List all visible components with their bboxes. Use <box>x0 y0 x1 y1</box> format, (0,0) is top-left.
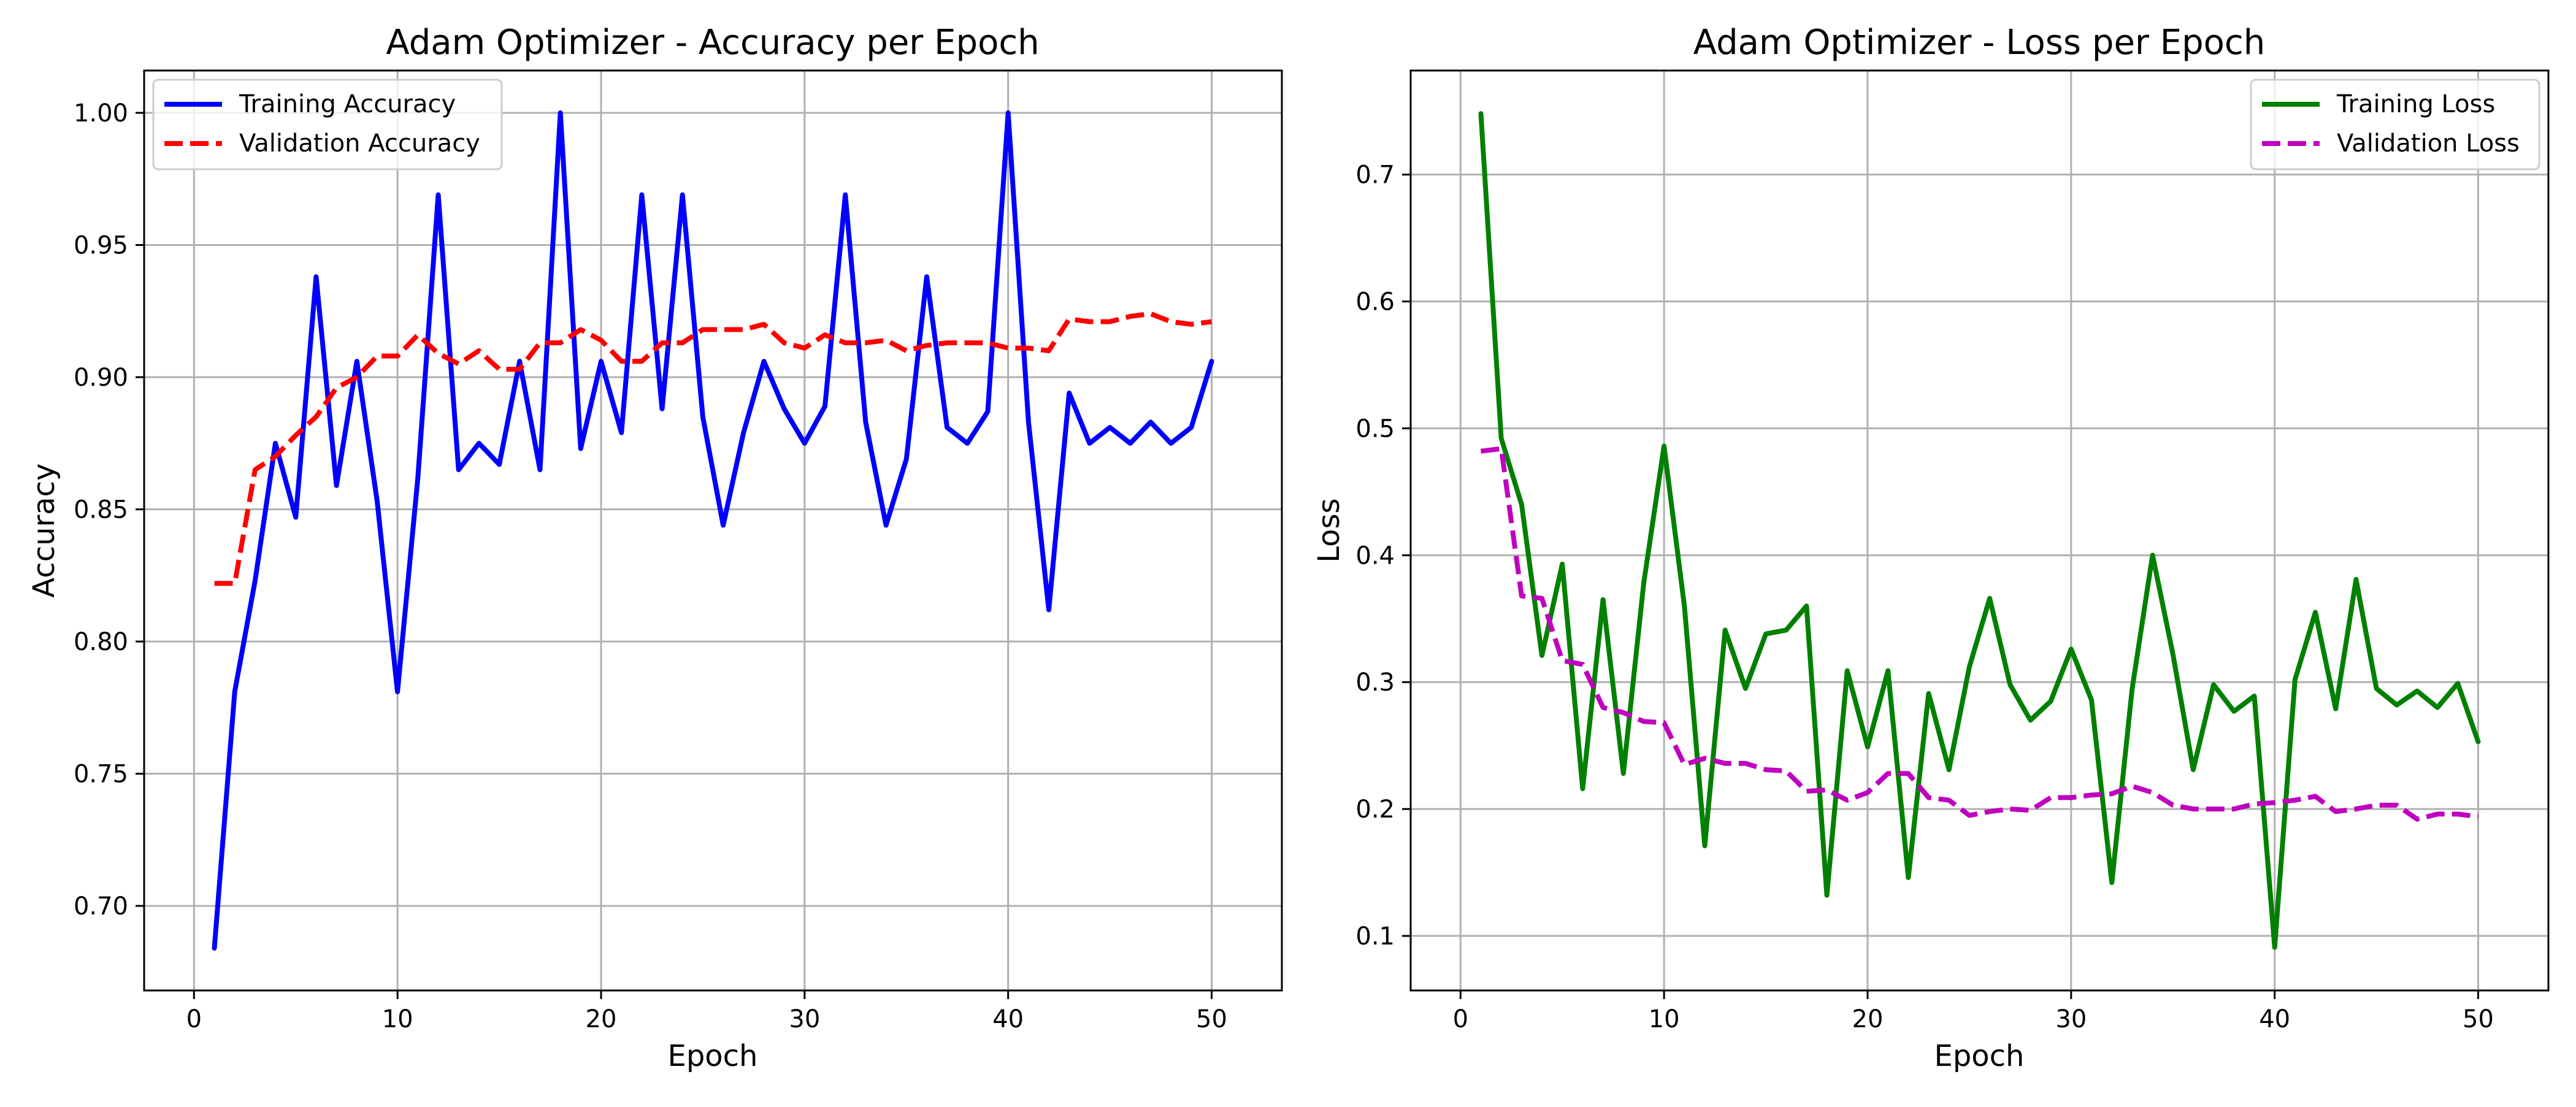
accuracy-y-tick-label: 1.00 <box>74 99 128 128</box>
accuracy-legend-label-training: Training Accuracy <box>239 90 456 118</box>
accuracy-x-tick-label: 30 <box>789 1005 820 1033</box>
accuracy-legend-box <box>152 79 503 170</box>
loss-y-tick-label: 0.1 <box>1355 922 1395 951</box>
loss-legend-box <box>2250 79 2540 170</box>
accuracy-y-tick-label: 0.80 <box>74 628 128 656</box>
loss-x-tick-label: 40 <box>2259 1005 2290 1033</box>
loss-ticks: 0 10 20 30 40 50 0.1 0.2 0.3 0.4 0.5 0.6 0.7 <box>1355 161 2494 1033</box>
loss-x-tick-label: 10 <box>1649 1005 1680 1033</box>
accuracy-x-tick-label: 40 <box>992 1005 1024 1033</box>
loss-chart: 0 10 20 30 40 50 0.1 0.2 0.3 0.4 0.5 0.6 0.7 Adam Op… <box>1312 23 2550 1073</box>
accuracy-series-line-validation <box>214 311 1213 586</box>
accuracy-y-tick-label: 0.90 <box>74 364 128 392</box>
loss-legend-label-validation: Validation Loss <box>2337 129 2520 158</box>
loss-x-tick-label: 30 <box>2055 1005 2087 1033</box>
accuracy-series <box>212 110 1214 951</box>
accuracy-series-line-training <box>212 110 1214 951</box>
accuracy-x-tick-label: 10 <box>382 1005 413 1033</box>
loss-y-tick-label: 0.4 <box>1355 542 1395 570</box>
accuracy-y-axis-label: Accuracy <box>27 463 61 597</box>
accuracy-ticks: 0 10 20 30 40 50 0.70 0.75 0.80 0.85 0.90 0.95 1.00 <box>74 99 1227 1033</box>
accuracy-legend: Training Accuracy Validation Accuracy <box>152 79 503 170</box>
accuracy-y-tick-label: 0.75 <box>74 760 128 789</box>
accuracy-x-tick-label: 20 <box>586 1005 617 1033</box>
loss-legend: Training Loss Validation Loss <box>2250 79 2540 170</box>
accuracy-legend-label-validation: Validation Accuracy <box>239 129 480 158</box>
loss-x-tick-label: 50 <box>2463 1005 2494 1033</box>
accuracy-x-axis-label: Epoch <box>668 1039 758 1073</box>
loss-legend-label-training: Training Loss <box>2336 90 2495 118</box>
accuracy-x-tick-label: 0 <box>186 1005 202 1033</box>
loss-series <box>1478 111 2481 950</box>
loss-y-axis-label: Loss <box>1312 498 1346 562</box>
loss-series-line-training <box>1478 111 2481 950</box>
loss-y-tick-label: 0.3 <box>1355 668 1395 697</box>
accuracy-y-tick-label: 0.95 <box>74 231 128 259</box>
accuracy-chart-title: Adam Optimizer - Accuracy per Epoch <box>386 23 1039 63</box>
loss-x-tick-label: 20 <box>1852 1005 1884 1033</box>
accuracy-grid <box>144 71 1282 990</box>
accuracy-plot-frame <box>143 69 1283 992</box>
loss-y-tick-label: 0.6 <box>1355 288 1395 316</box>
loss-chart-title: Adam Optimizer - Loss per Epoch <box>1693 23 2265 63</box>
accuracy-chart: 0 10 20 30 40 500.700.750.800.850.900.951.00 … <box>27 23 1283 1073</box>
accuracy-y-tick-label: 0.85 <box>74 496 128 524</box>
loss-x-axis-label: Epoch <box>1934 1039 2025 1073</box>
loss-y-tick-label: 0.7 <box>1355 161 1395 190</box>
loss-grid <box>1411 71 2548 990</box>
loss-y-tick-label: 0.2 <box>1355 795 1395 824</box>
loss-y-tick-label: 0.5 <box>1355 415 1395 443</box>
accuracy-y-tick-label: 0.70 <box>74 892 128 921</box>
loss-x-tick-label: 0 <box>1453 1005 1468 1033</box>
loss-plot-frame <box>1409 69 2550 992</box>
accuracy-x-tick-label: 50 <box>1196 1005 1227 1033</box>
loss-series-line-validation <box>1481 446 2479 822</box>
